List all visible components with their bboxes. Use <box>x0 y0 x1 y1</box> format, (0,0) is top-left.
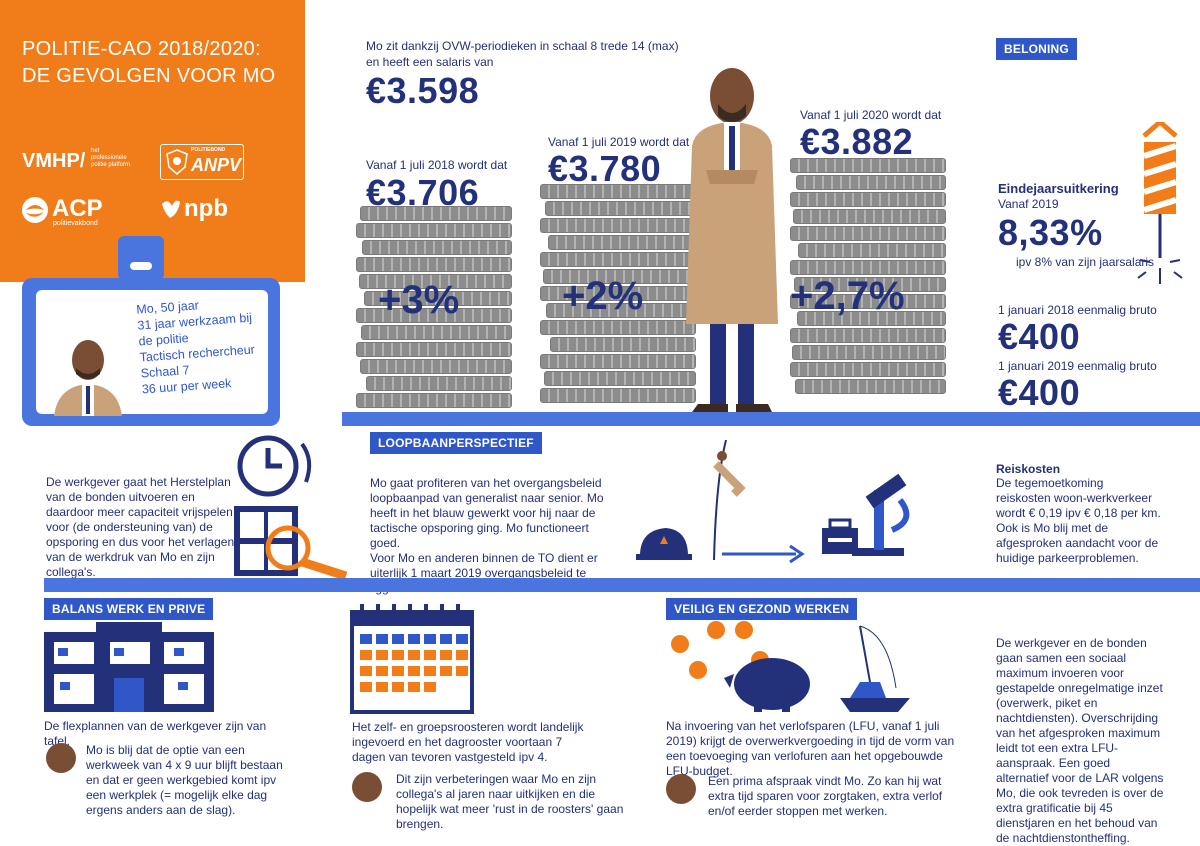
clock-fingerprint-icon <box>234 435 348 580</box>
eindejaar-note: ipv 8% van zijn jaarsalaris <box>1016 255 1155 269</box>
mo-figure-icon <box>686 68 778 412</box>
badge-clip <box>118 236 164 280</box>
beloning-tag: BELONING <box>996 38 1077 60</box>
page-title: POLITIE-CAO 2018/2020: DE GEVOLGEN VOOR … <box>22 38 276 87</box>
firework-rocket-icon <box>1137 122 1183 284</box>
vmhp-logo-sub: het professionele politie platform <box>91 148 131 168</box>
veilig-text2: Een prima afspraak vindt Mo. Zo kan hij … <box>708 774 943 818</box>
roosters-text2: Dit zijn verbeteringen waar Mo en zijn c… <box>396 772 624 831</box>
badge-clip-hole <box>130 262 152 270</box>
badge-text: Mo, 50 jaar 31 jaar werkzaam bij de poli… <box>135 298 256 397</box>
step1-pct: +3% <box>378 278 460 322</box>
piggybank-fishing-icon <box>671 621 910 712</box>
mo-avatar-roosters <box>352 772 382 802</box>
coin-stack-3 <box>790 158 946 396</box>
npb-logo-text: npb <box>184 195 228 222</box>
acp-swirl-icon <box>22 197 48 223</box>
acp-logo-sub: politievakbond <box>53 220 98 227</box>
balans-tag: BALANS WERK EN PRIVE <box>44 598 214 620</box>
once1-value: €400 <box>998 316 1081 357</box>
mo-portrait-icon <box>54 340 122 416</box>
anpv-logo: POLITIEBOND ANPV <box>160 144 244 180</box>
eindejaar-title: Eindejaarsuitkering <box>998 181 1119 196</box>
eindejaar-sub: Vanaf 2019 <box>998 197 1059 211</box>
herstelplan-text: De werkgever gaat het Herstelplan van de… <box>46 475 235 579</box>
ground-band-middle <box>44 578 1200 592</box>
career-path-icon <box>636 440 910 564</box>
vmhp-logo: VMHP/ <box>22 150 86 172</box>
maximum-text: De werkgever en de bonden gaan samen een… <box>996 636 1164 845</box>
mo-avatar-balans <box>46 743 76 773</box>
office-building-icon <box>44 622 214 712</box>
npb-logo <box>160 196 182 225</box>
step2-value: €3.780 <box>548 148 662 189</box>
reiskosten-title: Reiskosten <box>996 462 1061 476</box>
salary-intro: Mo zit dankzij OVW-periodieken in schaal… <box>366 39 679 69</box>
veilig-tag: VEILIG EN GEZOND WERKEN <box>666 598 858 620</box>
loopbaan-tag: LOOPBAANPERSPECTIEF <box>370 432 542 454</box>
step2-label: Vanaf 1 juli 2019 wordt dat <box>548 135 690 149</box>
ground-band-top <box>342 412 1200 426</box>
step1-label: Vanaf 1 juli 2018 wordt dat <box>366 158 508 172</box>
coin-stack-2 <box>540 184 696 405</box>
coin-stack-1 <box>356 206 512 410</box>
step2-pct: +2% <box>562 274 644 318</box>
mo-avatar-veilig <box>666 774 696 804</box>
veilig-text1: Na invoering van het verlofsparen (LFU, … <box>666 719 955 778</box>
reiskosten-text: De tegemoetkoming reiskosten woon-werkve… <box>996 476 1161 565</box>
once1-label: 1 januari 2018 eenmalig bruto <box>998 303 1157 317</box>
eindejaar-pct: 8,33% <box>998 212 1103 253</box>
calendar-icon <box>350 604 474 714</box>
step3-value: €3.882 <box>800 121 914 162</box>
roosters-text1: Het zelf- en groepsroosteren wordt lande… <box>352 720 584 764</box>
once2-label: 1 januari 2019 eenmalig bruto <box>998 359 1157 373</box>
step3-label: Vanaf 1 juli 2020 wordt dat <box>800 108 942 122</box>
once2-value: €400 <box>998 372 1081 413</box>
acp-logo-text: ACP <box>52 195 103 222</box>
salary-current: €3.598 <box>366 70 480 111</box>
header-panel <box>0 0 305 282</box>
npb-bird-icon <box>162 200 180 218</box>
acp-logo <box>20 195 50 230</box>
balans-text2: Mo is blij dat de optie van een werkweek… <box>86 743 283 817</box>
step3-pct: +2,7% <box>790 274 905 318</box>
anpv-shield-icon <box>166 149 188 175</box>
